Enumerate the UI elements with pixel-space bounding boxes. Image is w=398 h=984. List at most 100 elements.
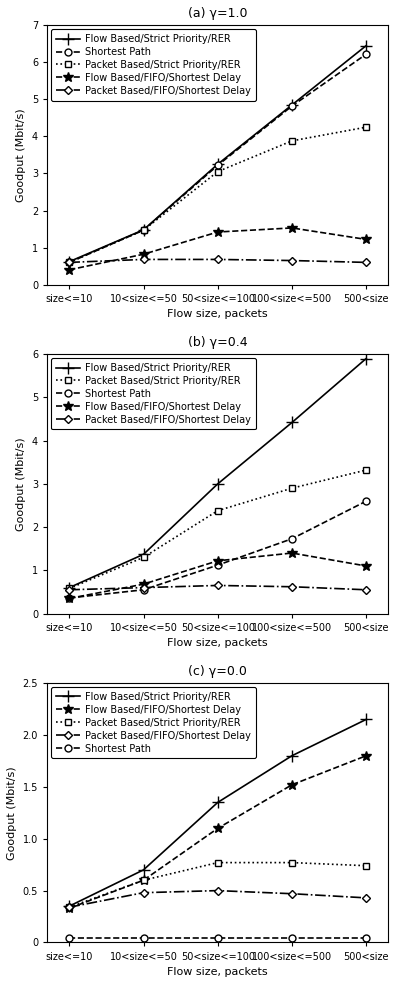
Flow Based/FIFO/Shortest Delay [215, 823, 220, 834]
Shortest Path [141, 584, 146, 595]
Packet Based/FIFO/Shortest Delay [364, 892, 369, 903]
Line: Shortest Path: Shortest Path [66, 935, 370, 942]
Shortest Path [364, 495, 369, 507]
Packet Based/FIFO/Shortest Delay [141, 582, 146, 593]
Shortest Path [141, 224, 146, 236]
Line: Flow Based/Strict Priority/RER: Flow Based/Strict Priority/RER [63, 352, 373, 594]
Flow Based/Strict Priority/RER [215, 478, 220, 490]
Y-axis label: Goodput (Mbit/s): Goodput (Mbit/s) [16, 437, 26, 530]
Flow Based/FIFO/Shortest Delay [215, 555, 220, 567]
Flow Based/FIFO/Shortest Delay [67, 902, 72, 914]
Flow Based/Strict Priority/RER [141, 548, 146, 560]
X-axis label: Flow size, packets: Flow size, packets [168, 967, 268, 977]
Flow Based/FIFO/Shortest Delay [141, 579, 146, 590]
Line: Packet Based/FIFO/Shortest Delay: Packet Based/FIFO/Shortest Delay [66, 583, 369, 592]
Line: Packet Based/FIFO/Shortest Delay: Packet Based/FIFO/Shortest Delay [66, 888, 369, 910]
Shortest Path [215, 159, 220, 171]
Packet Based/Strict Priority/RER [67, 583, 72, 594]
Packet Based/FIFO/Shortest Delay [290, 255, 295, 267]
Packet Based/FIFO/Shortest Delay [290, 888, 295, 899]
Packet Based/Strict Priority/RER [290, 857, 295, 869]
Line: Flow Based/Strict Priority/RER: Flow Based/Strict Priority/RER [63, 713, 373, 912]
Flow Based/FIFO/Shortest Delay [364, 560, 369, 572]
Shortest Path [290, 533, 295, 545]
Line: Packet Based/Strict Priority/RER: Packet Based/Strict Priority/RER [66, 124, 370, 266]
Line: Flow Based/FIFO/Shortest Delay: Flow Based/FIFO/Shortest Delay [64, 751, 371, 913]
Shortest Path [67, 257, 72, 269]
Shortest Path [141, 933, 146, 945]
Line: Flow Based/Strict Priority/RER: Flow Based/Strict Priority/RER [63, 39, 373, 268]
Flow Based/Strict Priority/RER [364, 713, 369, 725]
Flow Based/Strict Priority/RER [290, 99, 295, 111]
Flow Based/FIFO/Shortest Delay [290, 222, 295, 234]
Packet Based/Strict Priority/RER [364, 464, 369, 476]
Flow Based/Strict Priority/RER [364, 352, 369, 364]
Flow Based/Strict Priority/RER [67, 900, 72, 912]
Packet Based/Strict Priority/RER [215, 857, 220, 869]
Flow Based/Strict Priority/RER [67, 582, 72, 593]
Line: Flow Based/FIFO/Shortest Delay: Flow Based/FIFO/Shortest Delay [64, 223, 371, 275]
Packet Based/FIFO/Shortest Delay [290, 581, 295, 592]
Shortest Path [215, 933, 220, 945]
Title: (a) γ=1.0: (a) γ=1.0 [188, 7, 248, 20]
Packet Based/Strict Priority/RER [290, 482, 295, 494]
Shortest Path [364, 48, 369, 60]
Shortest Path [290, 933, 295, 945]
Line: Packet Based/FIFO/Shortest Delay: Packet Based/FIFO/Shortest Delay [66, 257, 369, 265]
Packet Based/Strict Priority/RER [67, 257, 72, 269]
Flow Based/Strict Priority/RER [290, 750, 295, 762]
Shortest Path [290, 100, 295, 112]
Flow Based/FIFO/Shortest Delay [67, 264, 72, 276]
Packet Based/FIFO/Shortest Delay [215, 254, 220, 266]
Packet Based/Strict Priority/RER [364, 121, 369, 133]
Flow Based/FIFO/Shortest Delay [67, 592, 72, 604]
Y-axis label: Goodput (Mbit/s): Goodput (Mbit/s) [7, 766, 17, 860]
Packet Based/Strict Priority/RER [364, 860, 369, 872]
Legend: Flow Based/Strict Priority/RER, Flow Based/FIFO/Shortest Delay, Packet Based/Str: Flow Based/Strict Priority/RER, Flow Bas… [51, 687, 256, 759]
Title: (b) γ=0.4: (b) γ=0.4 [188, 336, 248, 349]
Packet Based/Strict Priority/RER [141, 875, 146, 887]
Flow Based/Strict Priority/RER [67, 256, 72, 268]
Line: Packet Based/Strict Priority/RER: Packet Based/Strict Priority/RER [66, 466, 370, 592]
Packet Based/FIFO/Shortest Delay [67, 584, 72, 595]
Flow Based/FIFO/Shortest Delay [215, 226, 220, 238]
Packet Based/Strict Priority/RER [215, 505, 220, 517]
Shortest Path [67, 933, 72, 945]
Flow Based/FIFO/Shortest Delay [364, 750, 369, 762]
Packet Based/FIFO/Shortest Delay [141, 254, 146, 266]
Flow Based/FIFO/Shortest Delay [290, 779, 295, 791]
Packet Based/FIFO/Shortest Delay [215, 885, 220, 896]
Title: (c) γ=0.0: (c) γ=0.0 [188, 665, 247, 678]
Flow Based/Strict Priority/RER [141, 864, 146, 876]
Packet Based/Strict Priority/RER [67, 901, 72, 913]
Packet Based/Strict Priority/RER [215, 165, 220, 177]
Flow Based/Strict Priority/RER [141, 224, 146, 236]
Flow Based/FIFO/Shortest Delay [141, 248, 146, 260]
Flow Based/Strict Priority/RER [364, 39, 369, 51]
Flow Based/Strict Priority/RER [290, 416, 295, 428]
Flow Based/Strict Priority/RER [215, 796, 220, 808]
Flow Based/FIFO/Shortest Delay [364, 233, 369, 245]
Flow Based/Strict Priority/RER [215, 158, 220, 170]
Packet Based/Strict Priority/RER [290, 135, 295, 147]
Shortest Path [215, 559, 220, 571]
Flow Based/FIFO/Shortest Delay [141, 875, 146, 887]
Line: Shortest Path: Shortest Path [66, 51, 370, 266]
X-axis label: Flow size, packets: Flow size, packets [168, 639, 268, 648]
Shortest Path [364, 933, 369, 945]
Legend: Flow Based/Strict Priority/RER, Shortest Path, Packet Based/Strict Priority/RER,: Flow Based/Strict Priority/RER, Shortest… [51, 30, 256, 100]
Packet Based/Strict Priority/RER [141, 551, 146, 563]
Y-axis label: Goodput (Mbit/s): Goodput (Mbit/s) [16, 108, 26, 202]
Packet Based/Strict Priority/RER [141, 224, 146, 236]
Packet Based/FIFO/Shortest Delay [67, 257, 72, 269]
Shortest Path [67, 592, 72, 604]
X-axis label: Flow size, packets: Flow size, packets [168, 309, 268, 319]
Packet Based/FIFO/Shortest Delay [141, 887, 146, 898]
Packet Based/FIFO/Shortest Delay [215, 580, 220, 591]
Legend: Flow Based/Strict Priority/RER, Packet Based/Strict Priority/RER, Shortest Path,: Flow Based/Strict Priority/RER, Packet B… [51, 358, 256, 429]
Line: Flow Based/FIFO/Shortest Delay: Flow Based/FIFO/Shortest Delay [64, 548, 371, 603]
Line: Shortest Path: Shortest Path [66, 498, 370, 601]
Packet Based/FIFO/Shortest Delay [364, 257, 369, 269]
Packet Based/FIFO/Shortest Delay [67, 901, 72, 913]
Flow Based/FIFO/Shortest Delay [290, 547, 295, 559]
